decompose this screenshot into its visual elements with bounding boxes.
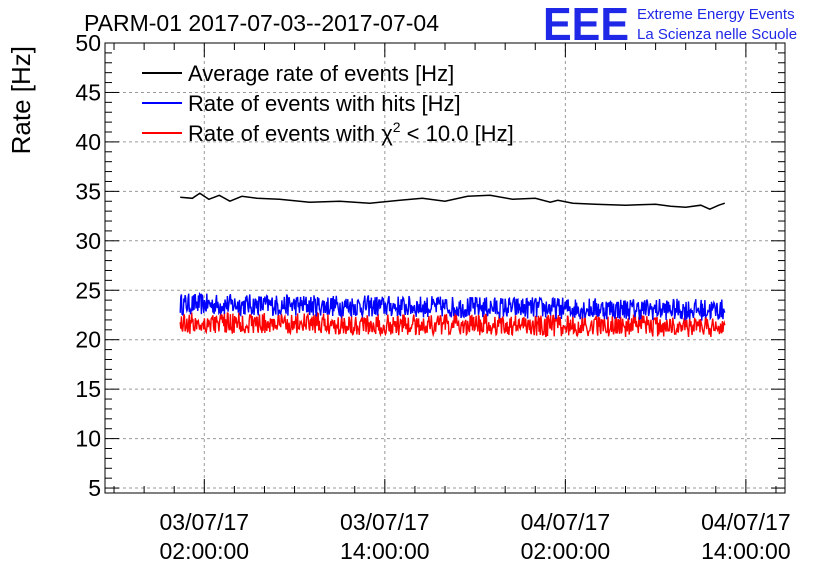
y-tick-label: 50 bbox=[75, 30, 101, 56]
y-tick-label: 30 bbox=[75, 228, 101, 254]
series-line-2 bbox=[179, 311, 726, 338]
y-tick-label: 10 bbox=[75, 426, 101, 452]
legend-label-chi2-prefix: Rate of events with χ bbox=[188, 121, 393, 146]
series-layer bbox=[179, 192, 726, 338]
legend-entry-average: Average rate of events [Hz] bbox=[142, 61, 454, 86]
eee-logo-line2: La Scienza nelle Scuole bbox=[637, 26, 797, 43]
y-tick-label: 40 bbox=[75, 129, 101, 155]
legend-label-chi2-suffix: < 10.0 [Hz] bbox=[401, 121, 514, 146]
eee-logo: EEE Extreme Energy Events La Scienza nel… bbox=[543, 0, 797, 50]
legend-label-chi2: Rate of events with χ2 < 10.0 [Hz] bbox=[188, 119, 514, 146]
legend-entry-hits: Rate of events with hits [Hz] bbox=[142, 91, 461, 116]
series-line-0 bbox=[180, 192, 726, 211]
legend-entry-chi2: Rate of events with χ2 < 10.0 [Hz] bbox=[142, 119, 514, 146]
chart-title: PARM-01 2017-07-03--2017-07-04 bbox=[84, 10, 439, 36]
legend-label-chi2-sup: 2 bbox=[393, 119, 401, 135]
y-tick-label: 5 bbox=[88, 475, 101, 501]
legend: Average rate of events [Hz] Rate of even… bbox=[142, 61, 514, 146]
y-tick-label: 35 bbox=[75, 178, 101, 204]
y-tick-label: 20 bbox=[75, 327, 101, 353]
legend-label-hits: Rate of events with hits [Hz] bbox=[188, 91, 461, 116]
x-axis: 03/07/17 02:00:00 03/07/17 14:00:00 04/07/17… bbox=[113, 43, 791, 564]
eee-logo-text: EEE bbox=[543, 0, 629, 50]
x-tick-label-date: 03/07/17 bbox=[340, 509, 430, 535]
grid-lines bbox=[105, 42, 785, 493]
legend-label-average: Average rate of events [Hz] bbox=[188, 61, 454, 86]
x-tick-label-time: 14:00:00 bbox=[340, 538, 430, 564]
eee-logo-line1: Extreme Energy Events bbox=[637, 6, 795, 23]
y-axis-label: Rate [Hz] bbox=[6, 46, 36, 154]
x-tick-label-time: 02:00:00 bbox=[160, 538, 250, 564]
y-tick-label: 15 bbox=[75, 376, 101, 402]
x-tick-label-date: 04/07/17 bbox=[521, 509, 611, 535]
x-tick-label-date: 04/07/17 bbox=[701, 509, 791, 535]
y-tick-label: 25 bbox=[75, 277, 101, 303]
x-tick-label-date: 03/07/17 bbox=[160, 509, 250, 535]
y-tick-label: 45 bbox=[75, 79, 101, 105]
x-tick-label-time: 02:00:00 bbox=[521, 538, 611, 564]
series-line-1 bbox=[179, 291, 726, 321]
x-tick-label-time: 14:00:00 bbox=[701, 538, 791, 564]
y-axis: 5 10 15 20 25 30 35 40 45 50 bbox=[75, 30, 785, 501]
